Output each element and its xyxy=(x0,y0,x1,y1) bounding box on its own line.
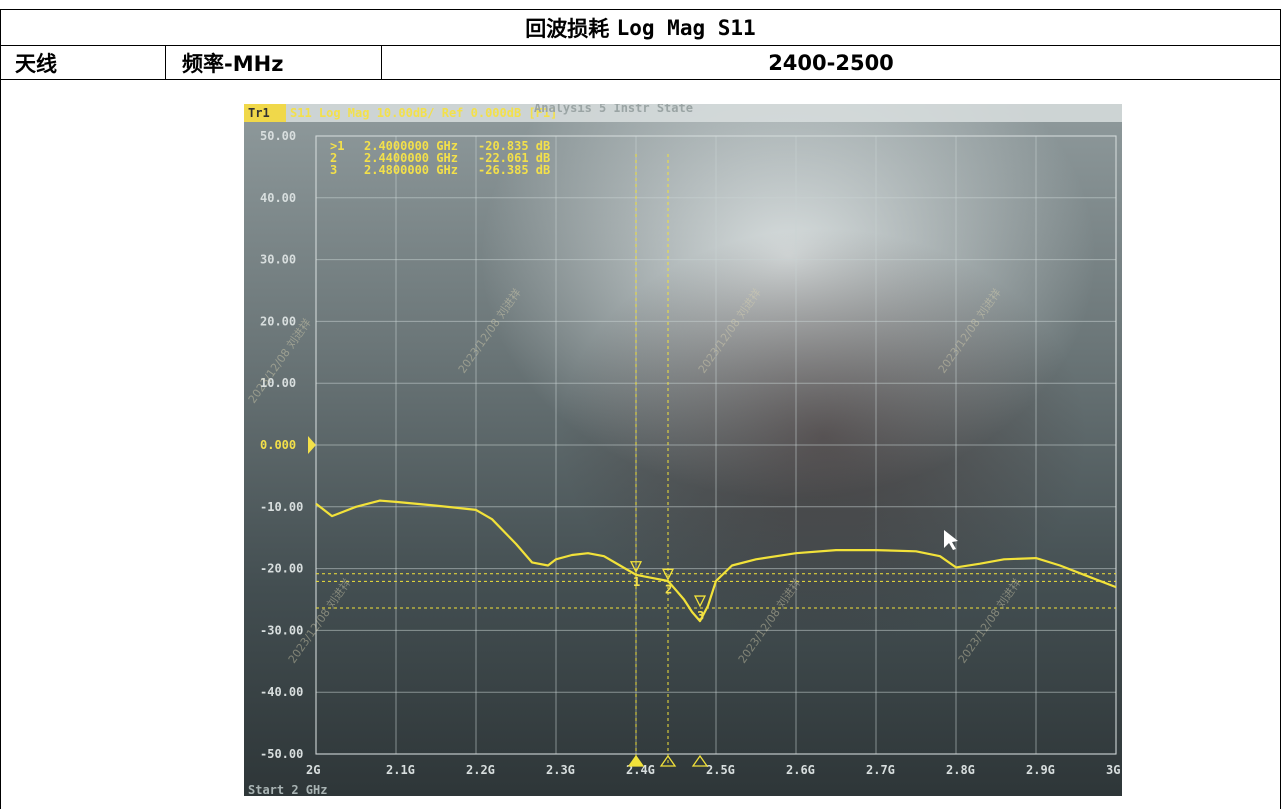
x-tick-label: 2.2G xyxy=(466,763,495,777)
x-axis-ticks: 2G 2.1G 2.2G 2.3G 2.4G 2.5G 2.6G 2.7G 2.8G 2.9G 3G xyxy=(306,763,1120,777)
y-tick-label: 50.00 xyxy=(260,129,296,143)
y-tick-label: -10.00 xyxy=(260,500,303,514)
x-tick-label: 2.5G xyxy=(706,763,735,777)
stimulus-marker-icon xyxy=(659,754,677,767)
trace-group xyxy=(315,499,1117,623)
marker-triangle-icon xyxy=(661,568,675,581)
frequency-label: 频率-MHz xyxy=(165,45,382,80)
marker-table-id: >1 xyxy=(330,139,344,153)
frequency-range: 2400-2500 xyxy=(381,45,1281,80)
marker-lines xyxy=(316,154,1116,764)
marker-table-frequency: 2.4800000 GHz xyxy=(364,163,458,177)
y-axis-ticks: 50.00 40.00 30.00 20.00 10.00 0.000 -10.00 -20.… xyxy=(260,129,316,761)
trace-badge xyxy=(244,104,286,122)
antenna-label: 天线 xyxy=(0,45,166,80)
y-tick-label: 40.00 xyxy=(260,191,296,205)
start-text: Start 2 GHz xyxy=(248,783,327,796)
stimulus-marker-icon xyxy=(691,754,709,767)
marker-triangle-icon xyxy=(693,595,707,608)
vna-screen-photo: Tr1 S11 Log Mag 10.00dB/ Ref 0.000dB [F1… xyxy=(244,104,1122,796)
y-tick-label: -50.00 xyxy=(260,747,303,761)
y-tick-label: 0.000 xyxy=(260,438,296,452)
y-tick-label: -30.00 xyxy=(260,623,303,637)
marker-number-label: 2 xyxy=(665,582,672,596)
trace-s11-line xyxy=(315,499,1117,623)
marker-symbols: 1 2 3 xyxy=(627,561,709,767)
marker-table-value: -20.835 dB xyxy=(478,139,550,153)
y-tick-label: 20.00 xyxy=(260,314,296,328)
x-tick-label: 2.8G xyxy=(946,763,975,777)
stimulus-marker-icon xyxy=(627,754,645,767)
marker-number-label: 1 xyxy=(633,575,640,589)
x-tick-label: 3G xyxy=(1106,763,1120,777)
marker-table-frequency: 2.4000000 GHz xyxy=(364,139,458,153)
title-en: Log Mag S11 xyxy=(616,15,756,40)
y-tick-label: -20.00 xyxy=(260,562,303,576)
marker-number-label: 3 xyxy=(697,609,704,623)
marker-table-id: 3 xyxy=(330,163,337,177)
trace-label: Tr1 xyxy=(248,106,270,120)
x-tick-label: 2.7G xyxy=(866,763,895,777)
x-tick-label: 2.6G xyxy=(786,763,815,777)
marker-table-value: -22.061 dB xyxy=(478,151,550,165)
x-tick-label: 2.9G xyxy=(1026,763,1055,777)
y-tick-label: 30.00 xyxy=(260,253,296,267)
screen-reflection xyxy=(244,104,1122,796)
marker-table-value: -26.385 dB xyxy=(478,163,550,177)
reference-level-arrow-icon xyxy=(308,436,316,454)
screen-header-bar xyxy=(244,104,1122,122)
y-tick-label: 10.00 xyxy=(260,376,296,390)
table-title: 回波损耗 Log Mag S11 xyxy=(0,9,1281,46)
mouse-cursor-icon xyxy=(944,530,958,550)
vna-chart: Tr1 S11 Log Mag 10.00dB/ Ref 0.000dB [F1… xyxy=(244,104,1122,796)
marker-table-id: 2 xyxy=(330,151,337,165)
marker-table-frequency: 2.4400000 GHz xyxy=(364,151,458,165)
x-tick-label: 2G xyxy=(306,763,320,777)
screen-header-text: S11 Log Mag 10.00dB/ Ref 0.000dB [F1] xyxy=(290,106,557,120)
y-tick-label: -40.00 xyxy=(260,685,303,699)
marker-table: >1 2.4000000 GHz -20.835 dB 2 2.4400000 GHz -… xyxy=(330,139,550,177)
title-cn: 回波损耗 xyxy=(525,16,610,41)
x-tick-label: 2.1G xyxy=(386,763,415,777)
x-tick-label: 2.3G xyxy=(546,763,575,777)
screen-menu-text: Analysis 5 Instr State xyxy=(534,104,693,115)
marker-triangle-icon xyxy=(629,561,643,574)
